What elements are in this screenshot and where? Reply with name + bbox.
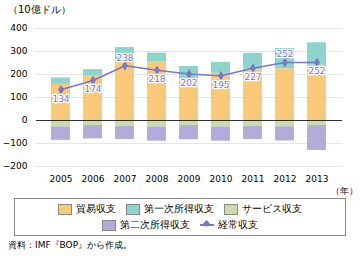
svg-text:2012: 2012 [274,174,297,184]
html-text:第一次所得収支: 第一次所得収支 [144,203,214,214]
svg-text:2010: 2010 [210,174,233,184]
svg-text:2009: 2009 [178,174,201,184]
svg-text:2013: 2013 [306,174,329,184]
svg-text:195: 195 [212,80,229,90]
svg-text:227: 227 [244,72,261,82]
svg-text:252: 252 [276,49,293,59]
svg-text:218: 218 [148,74,165,84]
svg-text:174: 174 [84,84,101,94]
svg-text:2005: 2005 [50,174,73,184]
svg-text:2008: 2008 [146,174,169,184]
svg-text:0: 0 [22,115,28,125]
html-text:貿易収支: 貿易収支 [76,203,116,214]
svg-text:2011: 2011 [242,174,265,184]
svg-text:202: 202 [180,78,197,88]
svg-text:−200: −200 [3,161,28,171]
svg-text:100: 100 [10,92,27,102]
html-text:経常収支: 経常収支 [218,219,258,230]
svg-text:−100: −100 [3,138,28,148]
svg-text:200: 200 [10,69,27,79]
html-text:資料：IMF『BOP』から作成。: 資料：IMF『BOP』から作成。 [8,240,133,250]
svg-text:300: 300 [10,46,27,56]
svg-text:（年）: （年） [331,186,358,196]
svg-text:2006: 2006 [82,174,105,184]
svg-text:2007: 2007 [114,174,137,184]
html-text:サービス収支: サービス収支 [242,203,302,214]
html-text:第二次所得収支: 第二次所得収支 [120,219,190,230]
svg-text:400: 400 [10,23,27,33]
svg-text:238: 238 [116,53,133,63]
svg-text:134: 134 [52,94,69,104]
svg-text:252: 252 [308,66,325,76]
html-text:（10億ドル）: （10億ドル） [8,4,71,15]
